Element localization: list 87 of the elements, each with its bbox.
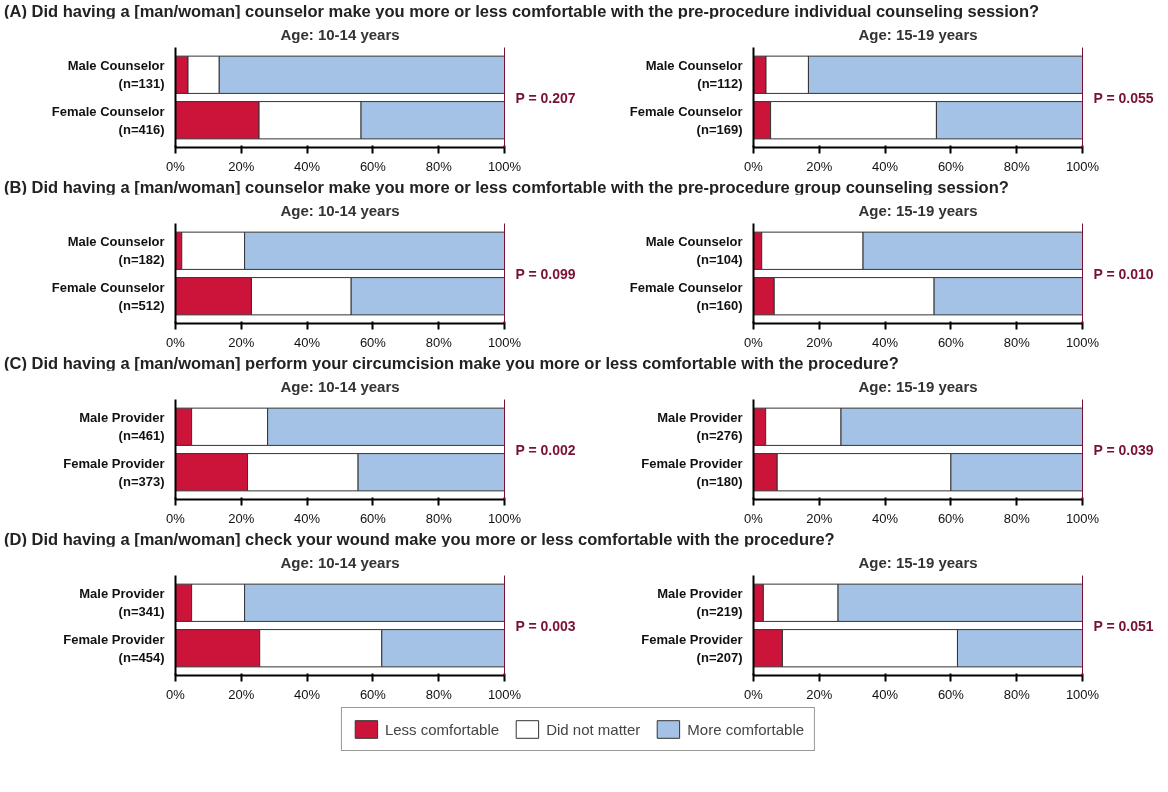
y-tick-label: Male Counselor (n=182) bbox=[67, 234, 165, 268]
chart-title: (B) Did having a [man/woman] counselor make you more or less comfortable with the pre-procedure group counseling session? bbox=[4, 177, 1009, 198]
chart-subtitle: Age: 10-14 years bbox=[280, 553, 400, 571]
y-tick-label: Female Provider (n=180) bbox=[641, 455, 743, 489]
x-tick-label: 40% bbox=[294, 334, 321, 350]
x-tick-label: 40% bbox=[872, 158, 899, 174]
x-tick-label: 20% bbox=[806, 334, 833, 350]
x-tick-label: 0% bbox=[166, 686, 186, 702]
x-tick-label: 20% bbox=[228, 334, 255, 350]
y-tick-label: Male Provider (n=341) bbox=[79, 586, 165, 620]
y-tick-label: Female Counselor (n=512) bbox=[51, 279, 165, 313]
x-tick-label: 100% bbox=[1065, 158, 1100, 174]
x-tick-label: 100% bbox=[487, 334, 522, 350]
x-tick-label: 60% bbox=[359, 510, 387, 526]
y-tick-label: Female Counselor (n=416) bbox=[51, 103, 165, 137]
x-tick-label: 40% bbox=[294, 158, 321, 174]
y-tick-label: Male Provider (n=219) bbox=[657, 586, 743, 620]
x-tick-label: 0% bbox=[166, 158, 186, 174]
x-tick-label: 40% bbox=[872, 686, 899, 702]
x-tick-label: 60% bbox=[937, 686, 965, 702]
x-tick-label: 80% bbox=[425, 158, 453, 174]
x-tick-label: 60% bbox=[937, 158, 965, 174]
chart-title: (C) Did having a [man/woman] perform your circumcision make you more or less comfortable with the procedure? bbox=[4, 353, 899, 374]
x-tick-label: 60% bbox=[937, 510, 965, 526]
x-tick-label: 80% bbox=[1003, 334, 1031, 350]
legend-label: Did not matter bbox=[546, 720, 641, 738]
y-tick-label: Male Provider (n=276) bbox=[657, 410, 743, 444]
x-tick-label: 40% bbox=[294, 686, 321, 702]
x-tick-label: 20% bbox=[806, 686, 833, 702]
chart-title: (D) Did having a [man/woman] check your wound make you more or less comfortable with the procedure? bbox=[4, 529, 835, 550]
text: P = 0.051 bbox=[1093, 617, 1154, 634]
x-tick-label: 0% bbox=[166, 334, 186, 350]
x-tick-label: 80% bbox=[1003, 686, 1031, 702]
text: P = 0.207 bbox=[515, 89, 576, 106]
x-tick-label: 60% bbox=[359, 334, 387, 350]
x-tick-label: 100% bbox=[487, 510, 522, 526]
x-tick-label: 80% bbox=[1003, 158, 1031, 174]
x-tick-label: 20% bbox=[228, 510, 255, 526]
y-tick-label: Female Provider (n=207) bbox=[641, 631, 743, 665]
x-tick-label: 40% bbox=[872, 510, 899, 526]
x-tick-label: 80% bbox=[425, 334, 453, 350]
chart-subtitle: Age: 10-14 years bbox=[280, 201, 400, 219]
x-tick-label: 20% bbox=[806, 510, 833, 526]
y-tick-label: Male Provider (n=461) bbox=[79, 410, 165, 444]
legend-label: More comfortable bbox=[687, 720, 805, 738]
text: P = 0.010 bbox=[1093, 265, 1154, 282]
x-tick-label: 100% bbox=[487, 686, 522, 702]
legend-label: Less comfortable bbox=[384, 720, 500, 738]
y-tick-label: Male Counselor (n=112) bbox=[645, 58, 743, 92]
x-tick-label: 80% bbox=[425, 686, 453, 702]
x-tick-label: 100% bbox=[1065, 510, 1100, 526]
chart-title: Age: 15-19 years bbox=[858, 201, 978, 219]
text: P = 0.055 bbox=[1093, 89, 1154, 106]
chart-title: Age: 15-19 years bbox=[858, 377, 978, 395]
text: P = 0.003 bbox=[515, 617, 576, 634]
x-tick-label: 20% bbox=[806, 158, 833, 174]
x-tick-label: 100% bbox=[1065, 686, 1100, 702]
y-tick-label: Female Provider (n=454) bbox=[63, 631, 165, 665]
x-tick-label: 20% bbox=[228, 158, 255, 174]
y-tick-label: Female Counselor (n=169) bbox=[629, 103, 743, 137]
x-tick-label: 0% bbox=[744, 158, 764, 174]
y-tick-label: Female Counselor (n=160) bbox=[629, 279, 743, 313]
x-tick-label: 80% bbox=[1003, 510, 1031, 526]
text: P = 0.099 bbox=[515, 265, 576, 282]
x-tick-label: 0% bbox=[744, 686, 764, 702]
x-tick-label: 60% bbox=[359, 158, 387, 174]
y-tick-label: Female Provider (n=373) bbox=[63, 455, 165, 489]
x-tick-label: 20% bbox=[228, 686, 255, 702]
chart-subtitle: Age: 10-14 years bbox=[280, 377, 400, 395]
x-tick-label: 0% bbox=[744, 334, 764, 350]
x-tick-label: 100% bbox=[487, 158, 522, 174]
chart-title: (A) Did having a [man/woman] counselor make you more or less comfortable with the pre-procedure individual counseling session? bbox=[4, 1, 1040, 22]
x-tick-label: 40% bbox=[294, 510, 321, 526]
x-tick-label: 80% bbox=[425, 510, 453, 526]
text: P = 0.002 bbox=[515, 441, 576, 458]
chart-title: Age: 15-19 years bbox=[858, 25, 978, 43]
chart-subtitle: Age: 10-14 years bbox=[280, 25, 400, 43]
x-tick-label: 40% bbox=[872, 334, 899, 350]
y-tick-label: Male Counselor (n=131) bbox=[67, 58, 165, 92]
x-tick-label: 60% bbox=[359, 686, 387, 702]
x-tick-label: 0% bbox=[744, 510, 764, 526]
x-tick-label: 0% bbox=[166, 510, 186, 526]
x-tick-label: 100% bbox=[1065, 334, 1100, 350]
chart-title: Age: 15-19 years bbox=[858, 553, 978, 571]
text: P = 0.039 bbox=[1093, 441, 1154, 458]
x-tick-label: 60% bbox=[937, 334, 965, 350]
y-tick-label: Male Counselor (n=104) bbox=[645, 234, 743, 268]
